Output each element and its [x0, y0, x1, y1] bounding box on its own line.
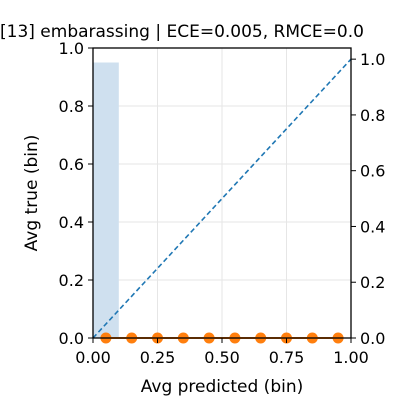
y-tick-label: 0.6 — [59, 155, 84, 174]
y2-tick-label: 0.2 — [360, 273, 385, 292]
histogram-bar — [93, 62, 119, 338]
y-tick-label: 1.0 — [59, 39, 84, 58]
y2-tick-label: 0.6 — [360, 162, 385, 181]
x-tick-label: 0.50 — [204, 348, 240, 367]
grid — [92, 47, 352, 339]
y-tick-label: 0.0 — [59, 329, 84, 348]
reference-diagonal — [92, 58, 352, 339]
y2-tick-label: 0.4 — [360, 217, 385, 236]
y-axis-label: Avg true (bin) — [22, 135, 42, 252]
y-tick-label: 0.4 — [59, 213, 84, 232]
x-axis-label: Avg predicted (bin) — [141, 377, 304, 397]
y-tick-label: 0.8 — [59, 97, 84, 116]
y-axis-ticks: 0.0 0.2 0.4 0.6 0.8 1.0 — [59, 39, 93, 348]
y2-tick-label: 0.8 — [360, 106, 385, 125]
y2-axis-ticks: 0.0 0.2 0.4 0.6 0.8 1.0 — [351, 50, 385, 348]
x-tick-label: 0.75 — [269, 348, 305, 367]
x-tick-label: 0.25 — [140, 348, 176, 367]
x-tick-label: 0.00 — [75, 348, 111, 367]
y2-tick-label: 0.0 — [360, 329, 385, 348]
y2-tick-label: 1.0 — [360, 50, 385, 69]
y-tick-label: 0.2 — [59, 271, 84, 290]
x-tick-label: 1.00 — [333, 348, 369, 367]
reference-line — [92, 58, 352, 339]
chart-title: [13] embarassing | ECE=0.005, RMCE=0.0 — [0, 22, 364, 42]
histogram-bars — [93, 62, 119, 338]
x-axis-ticks: 0.00 0.25 0.50 0.75 1.00 — [75, 338, 369, 367]
